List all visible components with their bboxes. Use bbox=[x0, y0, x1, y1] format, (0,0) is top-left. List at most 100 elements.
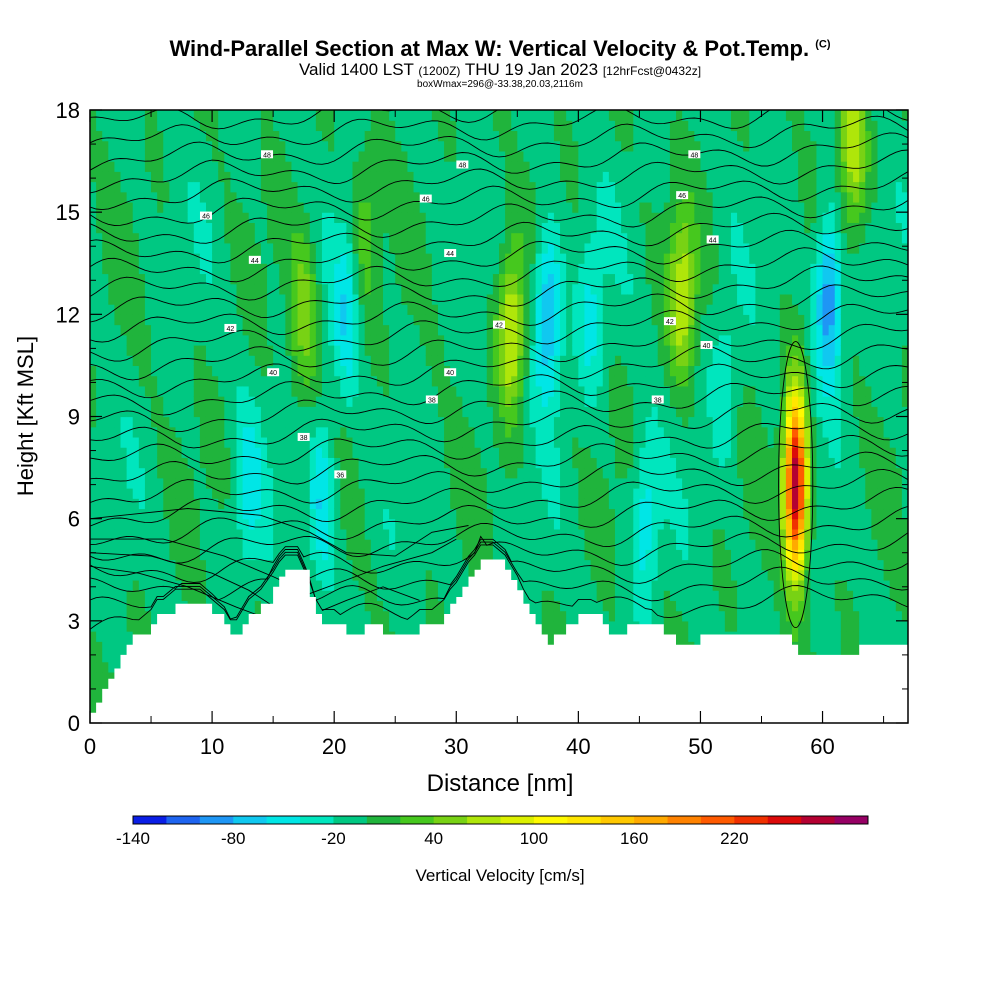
w-cell bbox=[541, 539, 549, 550]
w-cell bbox=[590, 110, 598, 121]
w-cell bbox=[541, 181, 549, 193]
w-cell bbox=[254, 477, 262, 489]
w-cell bbox=[437, 110, 445, 121]
w-cell bbox=[352, 253, 360, 264]
w-cell bbox=[547, 293, 555, 305]
w-cell bbox=[96, 488, 103, 499]
w-cell bbox=[395, 600, 402, 612]
w-cell bbox=[389, 569, 396, 581]
w-cell bbox=[315, 518, 323, 530]
w-cell bbox=[560, 130, 567, 142]
w-cell bbox=[321, 426, 329, 438]
w-cell bbox=[303, 263, 311, 275]
w-cell bbox=[413, 344, 421, 356]
w-cell bbox=[340, 314, 347, 326]
box-wmax-info: boxWmax=296@-33.38,20.03,2116m bbox=[417, 79, 583, 90]
w-cell bbox=[224, 406, 231, 418]
w-cell bbox=[370, 508, 378, 520]
w-cell bbox=[425, 130, 433, 142]
w-cell bbox=[395, 232, 402, 244]
w-cell bbox=[468, 426, 476, 438]
w-cell bbox=[389, 140, 396, 152]
w-cell bbox=[437, 150, 445, 162]
w-cell bbox=[566, 508, 573, 520]
w-cell bbox=[413, 314, 421, 326]
w-cell bbox=[535, 171, 543, 183]
w-cell bbox=[346, 426, 354, 438]
w-cell bbox=[279, 416, 286, 428]
w-cell bbox=[346, 191, 354, 203]
w-cell bbox=[285, 467, 293, 479]
w-cell bbox=[346, 396, 354, 407]
w-cell bbox=[108, 436, 116, 448]
w-cell bbox=[212, 161, 219, 172]
w-cell bbox=[193, 324, 201, 336]
w-cell bbox=[419, 161, 427, 172]
w-cell bbox=[273, 191, 280, 203]
w-cell bbox=[151, 477, 158, 489]
w-cell bbox=[437, 324, 445, 336]
w-cell bbox=[462, 518, 470, 530]
w-cell bbox=[584, 488, 592, 499]
w-cell bbox=[199, 120, 207, 132]
w-cell bbox=[236, 110, 244, 121]
w-cell bbox=[529, 447, 537, 458]
w-cell bbox=[340, 508, 347, 520]
w-cell bbox=[480, 293, 488, 305]
w-cell bbox=[560, 600, 567, 612]
w-cell bbox=[437, 447, 445, 458]
w-cell bbox=[175, 406, 183, 418]
w-cell bbox=[376, 457, 384, 469]
w-cell bbox=[315, 212, 323, 223]
w-cell bbox=[285, 263, 293, 275]
w-cell bbox=[267, 436, 274, 448]
w-cell bbox=[260, 549, 268, 561]
w-cell bbox=[517, 161, 525, 172]
w-cell bbox=[102, 641, 109, 653]
w-cell bbox=[285, 253, 293, 264]
w-cell bbox=[578, 283, 586, 295]
w-cell bbox=[444, 293, 451, 305]
w-cell bbox=[157, 355, 164, 367]
w-cell bbox=[199, 283, 207, 295]
w-cell bbox=[560, 212, 567, 223]
w-cell bbox=[346, 314, 354, 326]
w-cell bbox=[90, 631, 97, 642]
w-cell bbox=[108, 212, 116, 223]
w-cell bbox=[236, 171, 244, 183]
w-cell bbox=[584, 253, 592, 264]
w-cell bbox=[566, 426, 573, 438]
w-cell bbox=[102, 569, 109, 581]
w-cell bbox=[254, 304, 262, 315]
w-cell bbox=[407, 549, 415, 561]
w-cell bbox=[181, 263, 189, 275]
w-cell bbox=[328, 528, 335, 540]
w-cell bbox=[321, 140, 329, 152]
w-cell bbox=[590, 273, 598, 285]
w-cell bbox=[169, 579, 177, 591]
w-cell bbox=[419, 304, 427, 315]
w-cell bbox=[346, 344, 354, 356]
w-cell bbox=[346, 600, 354, 612]
w-cell bbox=[205, 110, 213, 121]
w-cell bbox=[376, 467, 384, 479]
w-cell bbox=[370, 222, 378, 234]
w-cell bbox=[175, 457, 183, 469]
w-cell bbox=[370, 447, 378, 458]
w-cell bbox=[126, 110, 134, 121]
w-cell bbox=[425, 253, 433, 264]
w-cell bbox=[413, 539, 421, 550]
w-cell bbox=[193, 140, 201, 152]
w-cell bbox=[260, 304, 268, 315]
w-cell bbox=[389, 120, 396, 132]
copyright-mark: (C) bbox=[815, 38, 831, 51]
w-cell bbox=[96, 549, 103, 561]
w-cell bbox=[297, 120, 305, 132]
w-cell bbox=[437, 488, 445, 499]
w-cell bbox=[242, 447, 250, 458]
w-cell bbox=[279, 355, 286, 367]
w-cell bbox=[474, 447, 482, 458]
w-cell bbox=[285, 396, 293, 407]
w-cell bbox=[126, 631, 134, 642]
w-cell bbox=[505, 406, 512, 418]
